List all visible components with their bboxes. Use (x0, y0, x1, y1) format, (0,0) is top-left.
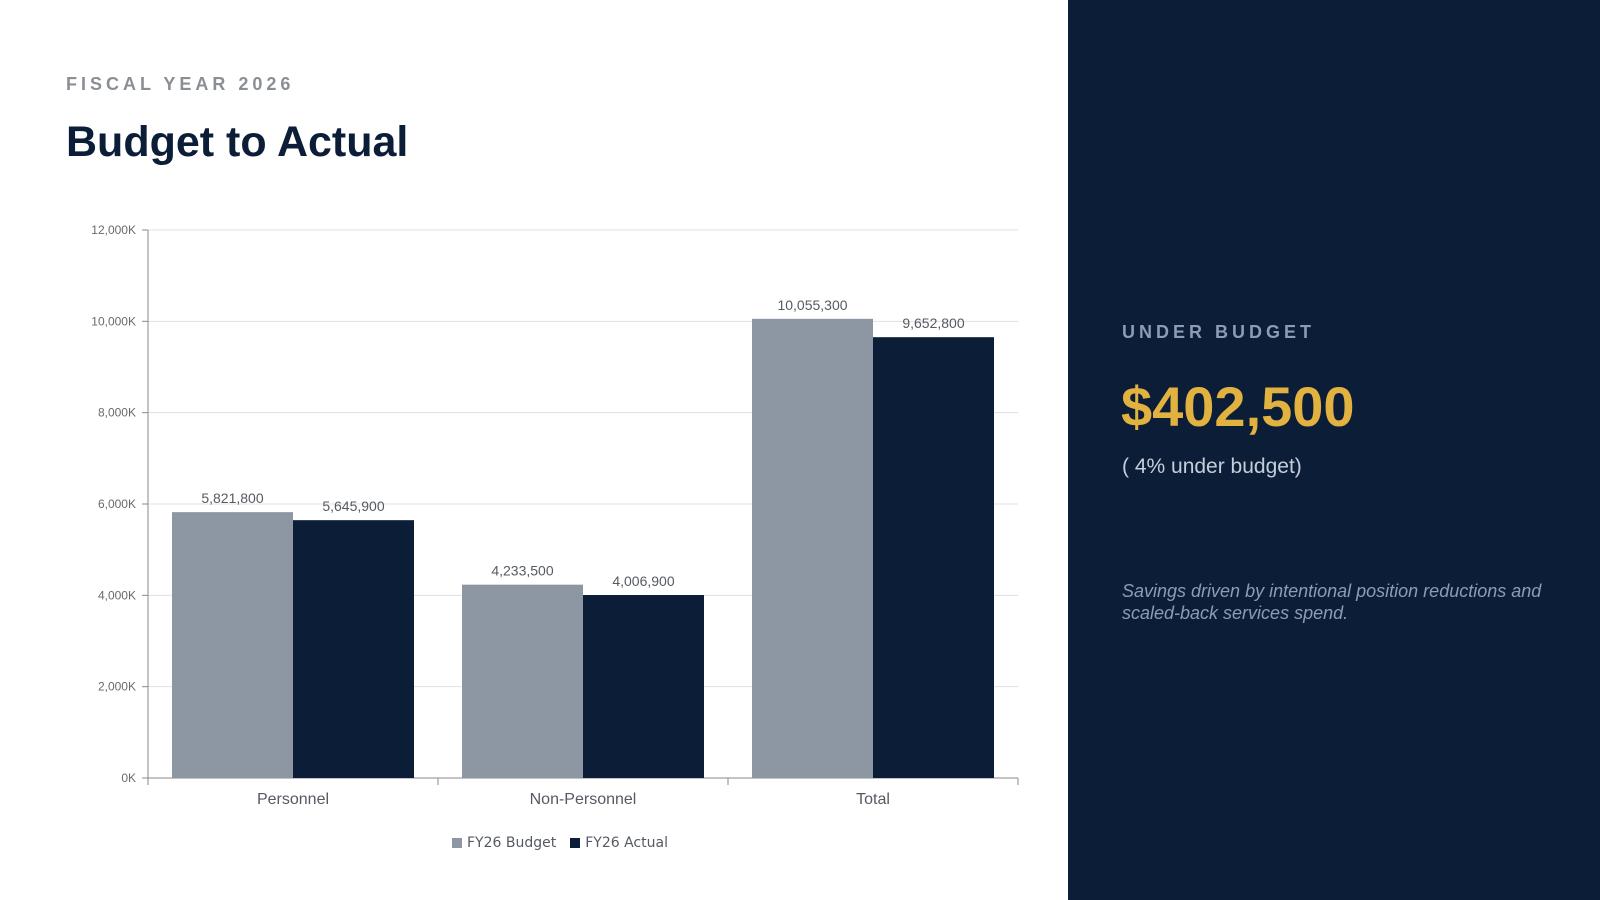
y-tick-label: 10,000K (91, 314, 136, 328)
legend-item-actual: FY26 Actual (570, 835, 668, 851)
page-title: Budget to Actual (66, 118, 409, 166)
x-tick-label: Total (856, 791, 890, 808)
x-tick-label: Non-Personnel (530, 791, 637, 808)
y-tick-label: 2,000K (98, 680, 136, 694)
legend-swatch-budget (452, 838, 462, 848)
data-label: 5,821,800 (201, 490, 263, 506)
bar-actual-0 (293, 520, 414, 778)
kpi-panel (1068, 0, 1600, 900)
y-tick-label: 8,000K (98, 406, 136, 420)
legend-label-budget: FY26 Budget (467, 835, 557, 851)
y-tick-label: 0K (121, 771, 136, 785)
data-label: 9,652,800 (902, 315, 964, 331)
legend-label-actual: FY26 Actual (585, 835, 668, 851)
bar-budget-2 (752, 318, 873, 778)
legend-item-budget: FY26 Budget (452, 835, 556, 851)
data-label: 10,055,300 (777, 297, 847, 313)
y-tick-label: 4,000K (98, 588, 136, 602)
data-label: 4,233,500 (491, 563, 553, 579)
y-tick-label: 6,000K (98, 497, 136, 511)
legend-swatch-actual (570, 838, 581, 848)
bar-budget-0 (172, 512, 293, 778)
chart-legend: FY26 Budget FY26 Actual (452, 835, 668, 851)
bar-actual-1 (583, 595, 704, 778)
bar-actual-2 (873, 337, 994, 778)
kpi-subtitle: ( 4% under budget) (1122, 455, 1302, 478)
x-tick-label: Personnel (257, 791, 329, 808)
fiscal-year-eyebrow: FISCAL YEAR 2026 (66, 74, 295, 94)
kpi-note: Savings driven by intentional position r… (1122, 581, 1542, 623)
kpi-label: UNDER BUDGET (1122, 322, 1316, 342)
y-tick-label: 12,000K (91, 223, 136, 237)
budget-bar-chart: 0K 2,000K 4,000K 6,000K 8,000K 10,000K 12,000K… (91, 223, 1019, 808)
bar-budget-1 (462, 584, 583, 778)
data-label: 4,006,900 (612, 573, 674, 589)
kpi-value: $402,500 (1121, 375, 1355, 438)
data-label: 5,645,900 (322, 498, 384, 514)
